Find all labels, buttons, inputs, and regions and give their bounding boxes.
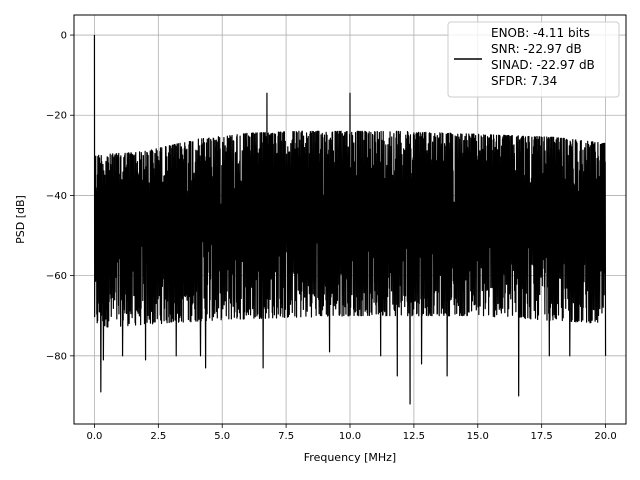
x-tick-label: 0.0 xyxy=(86,431,102,442)
x-axis: 0.0 2.5 5.0 7.5 10.0 12.5 15.0 17.5 20.0 xyxy=(86,424,617,442)
legend-enob: ENOB: -4.11 bits xyxy=(491,26,590,40)
x-tick-label: 2.5 xyxy=(150,431,166,442)
legend: ENOB: -4.11 bits SNR: -22.97 dB SINAD: -… xyxy=(447,21,620,98)
x-tick-label: 20.0 xyxy=(594,431,616,442)
y-axis: 0 −20 −40 −60 −80 xyxy=(46,31,74,362)
y-tick-label: −40 xyxy=(46,191,67,202)
y-tick-label: −80 xyxy=(46,351,67,362)
plot-area xyxy=(93,35,607,405)
x-tick-label: 5.0 xyxy=(214,431,230,442)
x-tick-label: 15.0 xyxy=(467,431,489,442)
x-tick-label: 17.5 xyxy=(531,431,553,442)
psd-series-line xyxy=(93,35,607,405)
x-tick-label: 12.5 xyxy=(403,431,425,442)
x-axis-label: Frequency [MHz] xyxy=(304,451,396,464)
legend-sinad: SINAD: -22.97 dB xyxy=(491,58,595,72)
x-tick-label: 10.0 xyxy=(339,431,361,442)
legend-snr: SNR: -22.97 dB xyxy=(491,42,582,56)
x-tick-label: 7.5 xyxy=(278,431,294,442)
legend-sfdr: SFDR: 7.34 xyxy=(491,74,557,88)
y-axis-label: PSD [dB] xyxy=(14,195,27,244)
legend-box xyxy=(447,21,620,98)
y-tick-label: −20 xyxy=(46,111,67,122)
y-tick-label: 0 xyxy=(61,31,67,42)
y-tick-label: −60 xyxy=(46,271,67,282)
